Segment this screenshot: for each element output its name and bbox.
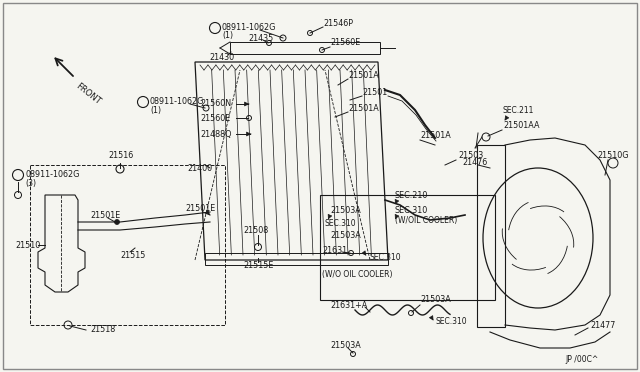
Text: 21510G: 21510G <box>597 151 628 160</box>
Text: FRONT: FRONT <box>74 81 102 106</box>
Text: 21503A: 21503A <box>420 295 451 305</box>
Text: 21476: 21476 <box>462 157 487 167</box>
Circle shape <box>115 219 120 224</box>
Bar <box>477 145 505 327</box>
Text: SEC.310: SEC.310 <box>395 205 428 215</box>
Text: (W/OIL COOLER): (W/OIL COOLER) <box>395 215 457 224</box>
Text: JP /00C^: JP /00C^ <box>565 356 598 365</box>
Text: 21515E: 21515E <box>243 260 273 269</box>
Text: 21560N: 21560N <box>200 99 231 108</box>
Text: 21560E: 21560E <box>330 38 360 46</box>
Bar <box>230 42 380 54</box>
Text: SEC.310: SEC.310 <box>436 317 468 327</box>
Text: (1): (1) <box>150 106 161 115</box>
Text: 21501A: 21501A <box>348 103 379 112</box>
Text: 21503A: 21503A <box>330 205 361 215</box>
Text: 21400: 21400 <box>187 164 212 173</box>
Text: 21503A: 21503A <box>330 231 361 240</box>
Text: 21515: 21515 <box>120 250 145 260</box>
Text: 21560E: 21560E <box>200 113 230 122</box>
Bar <box>205 253 388 265</box>
Text: 21516: 21516 <box>108 151 133 160</box>
Text: 21631: 21631 <box>322 246 347 254</box>
Text: SEC.211: SEC.211 <box>503 106 534 115</box>
Text: 08911-1062G: 08911-1062G <box>25 170 79 179</box>
Text: 21501A: 21501A <box>348 71 379 80</box>
Text: (3): (3) <box>25 179 36 187</box>
Text: 21518: 21518 <box>90 326 115 334</box>
Text: 21546P: 21546P <box>323 19 353 28</box>
Text: 21503: 21503 <box>458 151 483 160</box>
Text: 21501: 21501 <box>362 87 387 96</box>
Text: 21510: 21510 <box>15 241 40 250</box>
Text: 21503A: 21503A <box>330 340 361 350</box>
Text: 21501A: 21501A <box>420 131 451 140</box>
Text: SEC.210: SEC.210 <box>395 190 428 199</box>
Text: 21477: 21477 <box>590 321 616 330</box>
Bar <box>320 195 495 300</box>
Text: SEC.310: SEC.310 <box>325 218 356 228</box>
Text: 21430: 21430 <box>209 52 234 61</box>
Text: 21435: 21435 <box>248 33 273 42</box>
Text: SEC.310: SEC.310 <box>370 253 402 263</box>
Text: 21501E: 21501E <box>90 211 120 219</box>
Text: 21501E: 21501E <box>185 203 215 212</box>
Text: (W/O OIL COOLER): (W/O OIL COOLER) <box>322 270 392 279</box>
Text: 21508: 21508 <box>243 225 268 234</box>
Text: 08911-1062G: 08911-1062G <box>222 22 276 32</box>
Text: (1): (1) <box>222 31 233 39</box>
Text: 21488Q: 21488Q <box>200 129 232 138</box>
Text: 21501AA: 21501AA <box>503 121 540 129</box>
Text: 08911-1062G: 08911-1062G <box>150 96 204 106</box>
Text: 21631+A: 21631+A <box>330 301 367 310</box>
Bar <box>30 165 225 325</box>
